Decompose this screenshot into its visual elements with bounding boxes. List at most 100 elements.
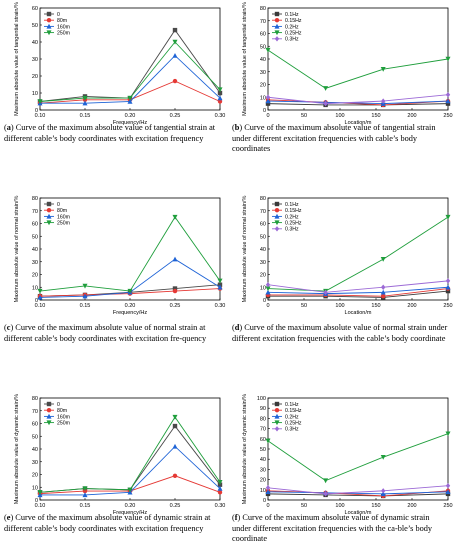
legend-label: 0	[57, 202, 60, 208]
legend-label: 0.2Hz	[285, 214, 299, 220]
series-250m	[37, 39, 223, 105]
y-tick-label: 30	[32, 260, 38, 266]
series-line	[267, 491, 449, 495]
data-point	[217, 479, 223, 485]
legend-label: 0.1Hz	[285, 202, 299, 208]
data-point	[265, 101, 271, 106]
y-tick-label: 60	[260, 437, 266, 443]
legend-marker	[274, 401, 280, 407]
x-tick-label: 0.20	[125, 503, 136, 509]
legend-label: 0	[57, 402, 60, 408]
data-point	[381, 293, 386, 299]
data-point	[217, 99, 223, 104]
data-point	[323, 491, 328, 497]
legend-label: 80m	[57, 208, 67, 214]
series-250m	[37, 214, 223, 294]
data-point	[82, 100, 88, 106]
data-point	[217, 284, 223, 290]
legend-label: 0.1Hz	[285, 402, 299, 408]
chart-a: 0 10 20 30 40 50 60 0.10 0.15 0.20 0.25 0.30 Frequen…	[14, 2, 225, 126]
legend-marker	[46, 220, 52, 226]
series-line	[267, 103, 449, 106]
series-line	[39, 29, 221, 102]
data-point	[265, 47, 271, 53]
y-tick-label: 40	[260, 457, 266, 463]
chart-e: 0 10 20 30 40 50 60 70 80 0.10 0.15 0.20 0.25 0.30 Fre…	[14, 394, 225, 516]
y-tick-label: 40	[260, 57, 266, 63]
y-tick-label: 60	[260, 222, 266, 228]
data-point	[265, 485, 271, 491]
y-tick-label: 0	[263, 108, 266, 114]
y-tick-label: 100	[257, 396, 266, 402]
legend-marker	[274, 426, 280, 432]
y-tick-label: 50	[260, 447, 266, 453]
x-tick-label: 0.20	[125, 303, 136, 309]
series-line	[39, 416, 221, 493]
data-point	[82, 492, 88, 498]
data-point	[172, 473, 178, 478]
y-tick-label: 70	[260, 209, 266, 215]
series-160m	[37, 53, 223, 106]
legend-marker	[274, 420, 280, 426]
y-tick-label: 50	[32, 434, 38, 440]
data-point	[381, 98, 386, 104]
legend-marker	[46, 201, 52, 207]
legend-marker	[274, 413, 280, 419]
legend-label: 0	[57, 12, 60, 18]
y-tick-label: 70	[260, 19, 266, 25]
legend-label: 80m	[57, 18, 67, 24]
x-tick-label: 0	[266, 503, 269, 509]
legend-marker	[274, 220, 280, 226]
y-tick-label: 10	[260, 285, 266, 291]
y-tick-label: 70	[32, 209, 38, 215]
legend-label: 250m	[57, 221, 70, 227]
legend-marker	[46, 23, 52, 29]
data-point	[37, 294, 43, 300]
y-tick-label: 10	[260, 488, 266, 494]
data-point	[172, 423, 178, 429]
y-tick-label: 20	[260, 83, 266, 89]
legend-label: 160m	[57, 214, 70, 220]
data-point	[172, 78, 178, 84]
y-tick-label: 10	[260, 95, 266, 101]
legend-marker	[46, 30, 52, 36]
data-point	[82, 293, 88, 299]
legend-label: 0.2Hz	[285, 24, 299, 30]
legend-label: 0.1Hz	[285, 12, 299, 18]
y-tick-label: 50	[260, 234, 266, 240]
series-line	[267, 433, 449, 482]
x-tick-label: 0.15	[80, 113, 91, 119]
series-line	[267, 100, 449, 105]
legend-marker	[46, 18, 52, 23]
caption-e: (e) Curve of the maximum absolute value …	[4, 513, 211, 533]
caption-f: (f) Curve of the maximum absolute value …	[232, 513, 433, 544]
series-line	[267, 485, 449, 495]
y-tick-label: 60	[260, 32, 266, 38]
series-line	[267, 490, 449, 497]
caption-b: (b) Curve of the maximum absolute value …	[232, 123, 436, 154]
data-point	[172, 256, 178, 262]
legend-marker	[274, 408, 280, 413]
x-tick-label: 0.25	[170, 303, 181, 309]
legend-marker	[274, 208, 280, 213]
data-point	[217, 87, 223, 93]
y-tick-label: 80	[260, 6, 266, 12]
data-point	[323, 478, 329, 484]
x-tick-label: 250	[443, 503, 452, 509]
x-tick-label: 150	[371, 303, 380, 309]
legend-label: 0.3Hz	[285, 227, 299, 233]
x-tick-label: 0.15	[80, 303, 91, 309]
legend-marker	[46, 11, 52, 17]
data-point	[380, 454, 386, 460]
x-tick-label: 150	[371, 503, 380, 509]
data-point	[172, 286, 178, 291]
data-point	[172, 214, 178, 220]
series-line	[268, 290, 449, 298]
x-tick-label: 200	[407, 303, 416, 309]
y-axis-title: Maximum absolute value of normal strain/…	[14, 196, 20, 303]
legend-marker	[274, 201, 280, 207]
data-point	[82, 95, 88, 101]
data-point	[445, 489, 451, 495]
